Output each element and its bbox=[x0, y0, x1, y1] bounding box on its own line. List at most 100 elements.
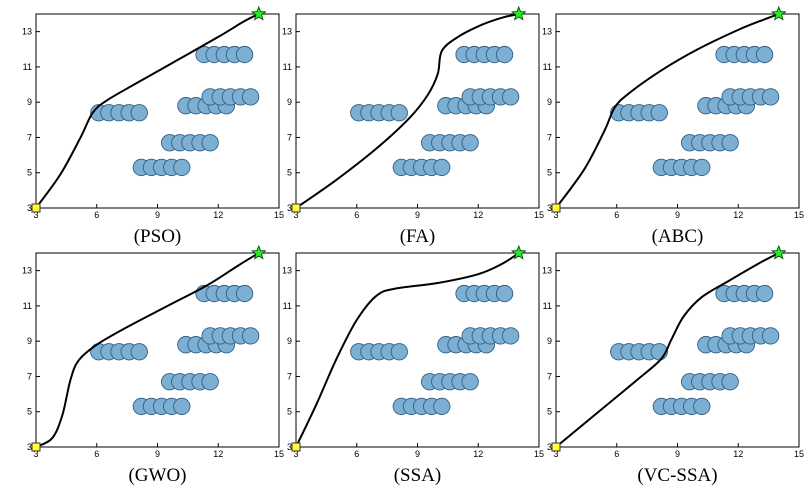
obstacle-circle bbox=[495, 284, 514, 303]
x-tick-label: 15 bbox=[274, 449, 284, 459]
y-tick-label: 5 bbox=[27, 407, 32, 417]
panel-caption: (FA) bbox=[400, 226, 436, 247]
y-tick-label: 11 bbox=[543, 62, 552, 72]
obstacle-circle bbox=[235, 45, 254, 64]
x-tick-label: 6 bbox=[354, 210, 359, 220]
obstacle-circle bbox=[390, 104, 408, 122]
x-tick-label: 15 bbox=[534, 449, 544, 459]
obstacle-circle bbox=[755, 284, 774, 303]
panel-caption: (ABC) bbox=[652, 226, 704, 247]
x-tick-label: 15 bbox=[274, 210, 284, 220]
y-tick-label: 13 bbox=[22, 27, 32, 37]
obstacle-circle bbox=[201, 373, 219, 391]
x-tick-label: 9 bbox=[415, 449, 420, 459]
obstacle-circle bbox=[495, 45, 514, 64]
y-tick-label: 7 bbox=[287, 371, 292, 381]
y-tick-label: 5 bbox=[27, 168, 32, 178]
x-tick-label: 9 bbox=[675, 449, 680, 459]
chart-panel-2: 3 6 9 12 15 3 5 7 9 11 13 (FA) bbox=[282, 5, 544, 247]
planned-path-line bbox=[295, 252, 520, 448]
x-tick-label: 12 bbox=[213, 449, 223, 459]
y-tick-label: 9 bbox=[287, 336, 292, 346]
obstacle-circle bbox=[173, 158, 191, 177]
planned-path-line bbox=[295, 13, 519, 209]
goal-star-marker bbox=[250, 5, 267, 21]
y-tick-label: 13 bbox=[542, 27, 552, 37]
planned-path-line bbox=[35, 252, 260, 448]
x-tick-label: 3 bbox=[33, 210, 38, 220]
planned-path-line bbox=[555, 252, 780, 448]
plot-frame bbox=[555, 13, 800, 209]
y-tick-label: 7 bbox=[27, 371, 32, 381]
panel-caption: (PSO) bbox=[134, 226, 182, 247]
y-tick-label: 9 bbox=[27, 336, 32, 346]
x-tick-label: 6 bbox=[614, 449, 619, 459]
chart-panel-3: 3 6 9 12 15 3 5 7 9 11 13 (ABC) bbox=[542, 5, 804, 247]
obstacle-circle bbox=[501, 327, 520, 345]
plot-frame bbox=[295, 252, 540, 448]
chart-panel-1: 3 6 9 12 15 3 5 7 9 11 13 (PSO) bbox=[22, 5, 284, 247]
panel-caption: (SSA) bbox=[394, 465, 442, 486]
panel-caption: (GWO) bbox=[128, 465, 186, 486]
x-tick-label: 6 bbox=[354, 449, 359, 459]
y-tick-label: 11 bbox=[283, 301, 292, 311]
y-tick-label: 9 bbox=[547, 336, 552, 346]
y-tick-label: 13 bbox=[22, 266, 32, 276]
x-tick-label: 3 bbox=[553, 449, 558, 459]
y-tick-label: 3 bbox=[287, 442, 292, 452]
start-marker bbox=[31, 203, 41, 213]
start-marker bbox=[291, 442, 301, 452]
x-tick-label: 12 bbox=[733, 449, 743, 459]
obstacle-circle bbox=[173, 397, 191, 416]
y-tick-label: 9 bbox=[287, 97, 292, 107]
obstacle-circle bbox=[241, 88, 260, 106]
planned-path-line bbox=[555, 13, 780, 209]
y-tick-label: 5 bbox=[547, 407, 552, 417]
obstacle-circle bbox=[130, 343, 148, 361]
obstacle-circle bbox=[762, 88, 780, 106]
x-tick-label: 9 bbox=[155, 449, 160, 459]
obstacle-circle bbox=[433, 158, 451, 177]
x-tick-label: 12 bbox=[733, 210, 743, 220]
start-marker bbox=[551, 203, 561, 213]
x-tick-label: 15 bbox=[534, 210, 544, 220]
obstacle-circle bbox=[762, 327, 780, 345]
y-tick-label: 7 bbox=[547, 132, 552, 142]
x-tick-label: 3 bbox=[293, 210, 298, 220]
x-tick-label: 12 bbox=[473, 449, 483, 459]
obstacle-circle bbox=[461, 373, 479, 391]
start-marker bbox=[551, 442, 561, 452]
plot-frame bbox=[295, 13, 540, 209]
y-tick-label: 9 bbox=[547, 97, 552, 107]
obstacle-circle bbox=[693, 397, 711, 416]
x-tick-label: 6 bbox=[614, 210, 619, 220]
plot-frame bbox=[35, 252, 280, 448]
goal-star-marker bbox=[770, 5, 787, 21]
goal-star-marker bbox=[770, 244, 787, 260]
obstacle-circle bbox=[755, 45, 774, 64]
x-tick-label: 12 bbox=[213, 210, 223, 220]
y-tick-label: 9 bbox=[27, 97, 32, 107]
planned-path-line bbox=[35, 13, 260, 209]
y-tick-label: 11 bbox=[283, 62, 292, 72]
x-tick-label: 6 bbox=[94, 449, 99, 459]
y-tick-label: 11 bbox=[23, 301, 32, 311]
y-tick-label: 13 bbox=[282, 266, 292, 276]
obstacle-circle bbox=[501, 88, 520, 106]
obstacle-circle bbox=[461, 134, 479, 152]
goal-star-marker bbox=[250, 244, 267, 260]
obstacle-circle bbox=[721, 373, 739, 391]
chart-panel-5: 3 6 9 12 15 3 5 7 9 11 13 (SSA) bbox=[282, 244, 544, 486]
obstacle-circle bbox=[235, 284, 254, 303]
x-tick-label: 3 bbox=[293, 449, 298, 459]
y-tick-label: 11 bbox=[543, 301, 552, 311]
start-marker bbox=[291, 203, 301, 213]
y-tick-label: 3 bbox=[287, 203, 292, 213]
goal-star-marker bbox=[510, 244, 527, 260]
x-tick-label: 3 bbox=[553, 210, 558, 220]
panel-caption: (VC-SSA) bbox=[637, 465, 717, 486]
y-tick-label: 11 bbox=[23, 62, 32, 72]
y-tick-label: 3 bbox=[547, 442, 552, 452]
y-tick-label: 7 bbox=[27, 132, 32, 142]
